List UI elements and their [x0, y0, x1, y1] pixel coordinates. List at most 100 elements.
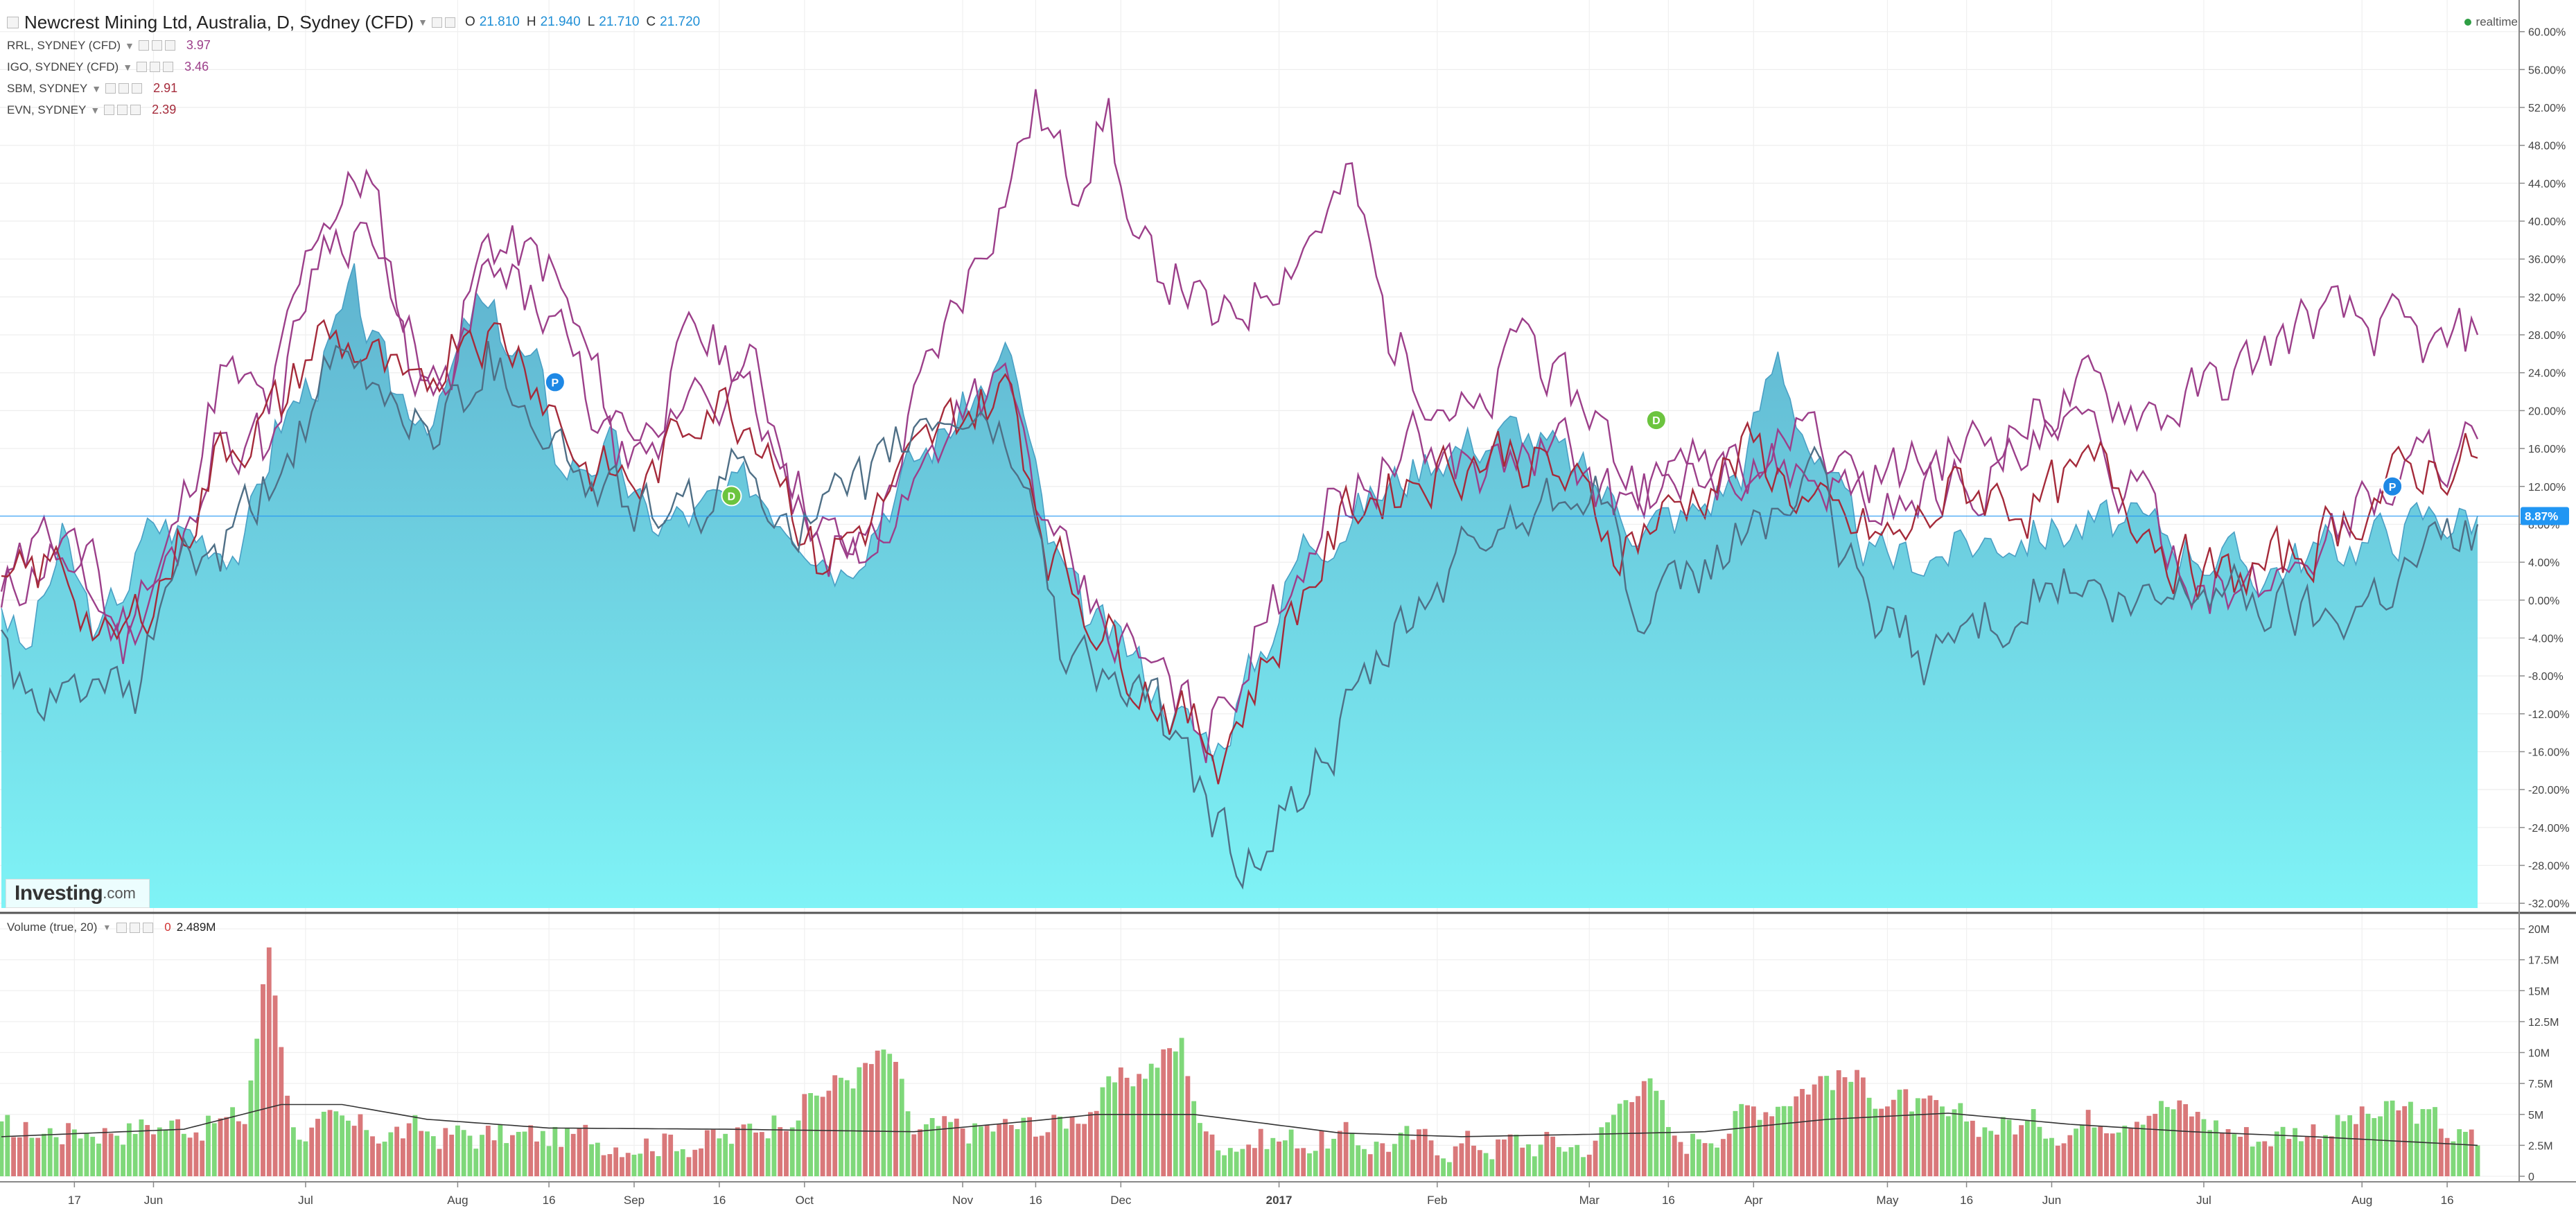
volume-bar [960, 1128, 965, 1176]
volume-axis[interactable]: 20M 17.5M 15M 12.5M 10M 7.5M 5M 2.5M 0 [2519, 924, 2559, 1183]
volume-bar [1130, 1086, 1136, 1176]
volume-bar [193, 1132, 199, 1176]
volume-bar [1008, 1124, 1014, 1176]
volume-bar [789, 1127, 795, 1176]
settings-icon[interactable] [104, 105, 115, 115]
volume-bar [1800, 1089, 1805, 1176]
volume-bar [23, 1122, 28, 1176]
volume-bar [2055, 1145, 2060, 1176]
volume-bar [2079, 1124, 2085, 1176]
volume-bar [1934, 1100, 1939, 1176]
volume-bar [2024, 1120, 2030, 1176]
settings-icon[interactable] [116, 922, 128, 933]
price-tick-label: 36.00% [2528, 254, 2566, 266]
comparison-name[interactable]: IGO, SYDNEY (CFD) [7, 60, 119, 73]
volume-bar [1100, 1087, 1105, 1176]
volume-bar [2232, 1134, 2237, 1176]
collapse-icon[interactable] [7, 16, 19, 28]
hide-icon[interactable] [117, 105, 128, 115]
volume-tick-label: 2.5M [2528, 1140, 2553, 1152]
volume-bar [2408, 1101, 2413, 1176]
main-series-legend[interactable]: Newcrest Mining Ltd, Australia, D, Sydne… [7, 10, 700, 35]
settings-icon[interactable] [431, 17, 442, 28]
volume-bar [656, 1155, 661, 1176]
main-series-title[interactable]: Newcrest Mining Ltd, Australia, D, Sydne… [24, 11, 414, 33]
volume-bar [577, 1128, 582, 1176]
volume-bar [1702, 1143, 1708, 1176]
hide-icon[interactable] [151, 40, 162, 51]
volume-title[interactable]: Volume (true, 20) [7, 920, 98, 934]
comparison-legend-rrl[interactable]: RRL, SYDNEY (CFD) ▼ 3.97 [7, 35, 700, 56]
volume-bar [923, 1124, 929, 1176]
volume-bar [844, 1080, 850, 1176]
volume-bar [741, 1124, 746, 1176]
close-icon[interactable] [132, 83, 143, 94]
volume-tick-label: 0 [2528, 1171, 2534, 1183]
hide-icon[interactable] [444, 17, 455, 28]
close-value: 21.720 [660, 15, 701, 29]
volume-bar [522, 1131, 527, 1176]
chevron-down-icon[interactable]: ▼ [90, 104, 100, 116]
comparison-legend-igo[interactable]: IGO, SYDNEY (CFD) ▼ 3.46 [7, 56, 700, 78]
close-icon[interactable] [130, 105, 141, 115]
chevron-down-icon[interactable]: ▼ [125, 40, 134, 51]
volume-bar [1477, 1150, 1482, 1176]
volume-bar [735, 1127, 740, 1176]
close-icon[interactable] [164, 40, 175, 51]
volume-bar [2183, 1104, 2189, 1176]
volume-bar [394, 1126, 400, 1176]
hide-icon[interactable] [119, 83, 130, 94]
time-tick-label: 16 [1662, 1194, 1675, 1207]
volume-tick-label: 5M [2528, 1110, 2543, 1122]
hide-icon[interactable] [150, 62, 161, 72]
volume-bar [1976, 1137, 1981, 1176]
price-tick-label: 12.00% [2528, 482, 2566, 494]
volume-bar [1082, 1124, 1087, 1176]
volume-bar [2171, 1109, 2176, 1176]
volume-bar [1313, 1151, 1318, 1176]
hide-icon[interactable] [130, 922, 141, 933]
volume-bar [84, 1133, 89, 1176]
volume-bar [1349, 1133, 1355, 1176]
volume-bar [1058, 1116, 1062, 1176]
volume-bars [0, 947, 2480, 1176]
volume-legend[interactable]: Volume (true, 20) ▼ 0 2.489M [7, 920, 216, 934]
chevron-down-icon[interactable]: ▼ [91, 82, 102, 94]
close-icon[interactable] [163, 62, 174, 72]
volume-bar [17, 1137, 22, 1176]
comparison-legend-sbm[interactable]: SBM, SYDNEY ▼ 2.91 [7, 78, 700, 99]
volume-bar [1471, 1145, 1476, 1176]
volume-bar [1636, 1096, 1640, 1176]
volume-bar [437, 1149, 442, 1176]
time-tick-label: Sep [624, 1194, 645, 1207]
comparison-value: 2.39 [152, 103, 177, 116]
volume-bar [753, 1132, 758, 1176]
comparison-legend-evn[interactable]: EVN, SYDNEY ▼ 2.39 [7, 99, 700, 121]
chevron-down-icon[interactable]: ▼ [103, 923, 112, 932]
volume-bar [108, 1133, 114, 1176]
settings-icon[interactable] [138, 40, 149, 51]
time-axis[interactable]: 17 Jun Jul Aug 16 Sep 16 Oct Nov 16 Dec 2017 Feb Mar 1… [68, 1182, 2454, 1207]
event-marker-label: P [552, 377, 559, 389]
volume-bar [510, 1135, 515, 1176]
comparison-name[interactable]: RRL, SYDNEY (CFD) [7, 38, 121, 52]
chevron-down-icon[interactable]: ▼ [123, 61, 133, 73]
comparison-name[interactable]: EVN, SYDNEY [7, 103, 87, 116]
volume-bar [370, 1136, 375, 1176]
volume-bar [132, 1134, 138, 1176]
comparison-name[interactable]: SBM, SYDNEY [7, 81, 88, 95]
volume-bar [364, 1130, 369, 1176]
close-icon[interactable] [143, 922, 154, 933]
volume-bar [2298, 1141, 2304, 1176]
volume-bar [1751, 1106, 1756, 1176]
volume-bar [47, 1128, 53, 1176]
event-markers[interactable]: P D D P [544, 372, 2403, 507]
price-tick-label: 40.00% [2528, 216, 2566, 228]
volume-bar [1282, 1140, 1288, 1176]
settings-icon[interactable] [105, 83, 116, 94]
volume-bar [2049, 1137, 2054, 1176]
chevron-down-icon[interactable]: ▼ [418, 17, 428, 28]
settings-icon[interactable] [137, 62, 148, 72]
volume-bar [723, 1133, 728, 1176]
